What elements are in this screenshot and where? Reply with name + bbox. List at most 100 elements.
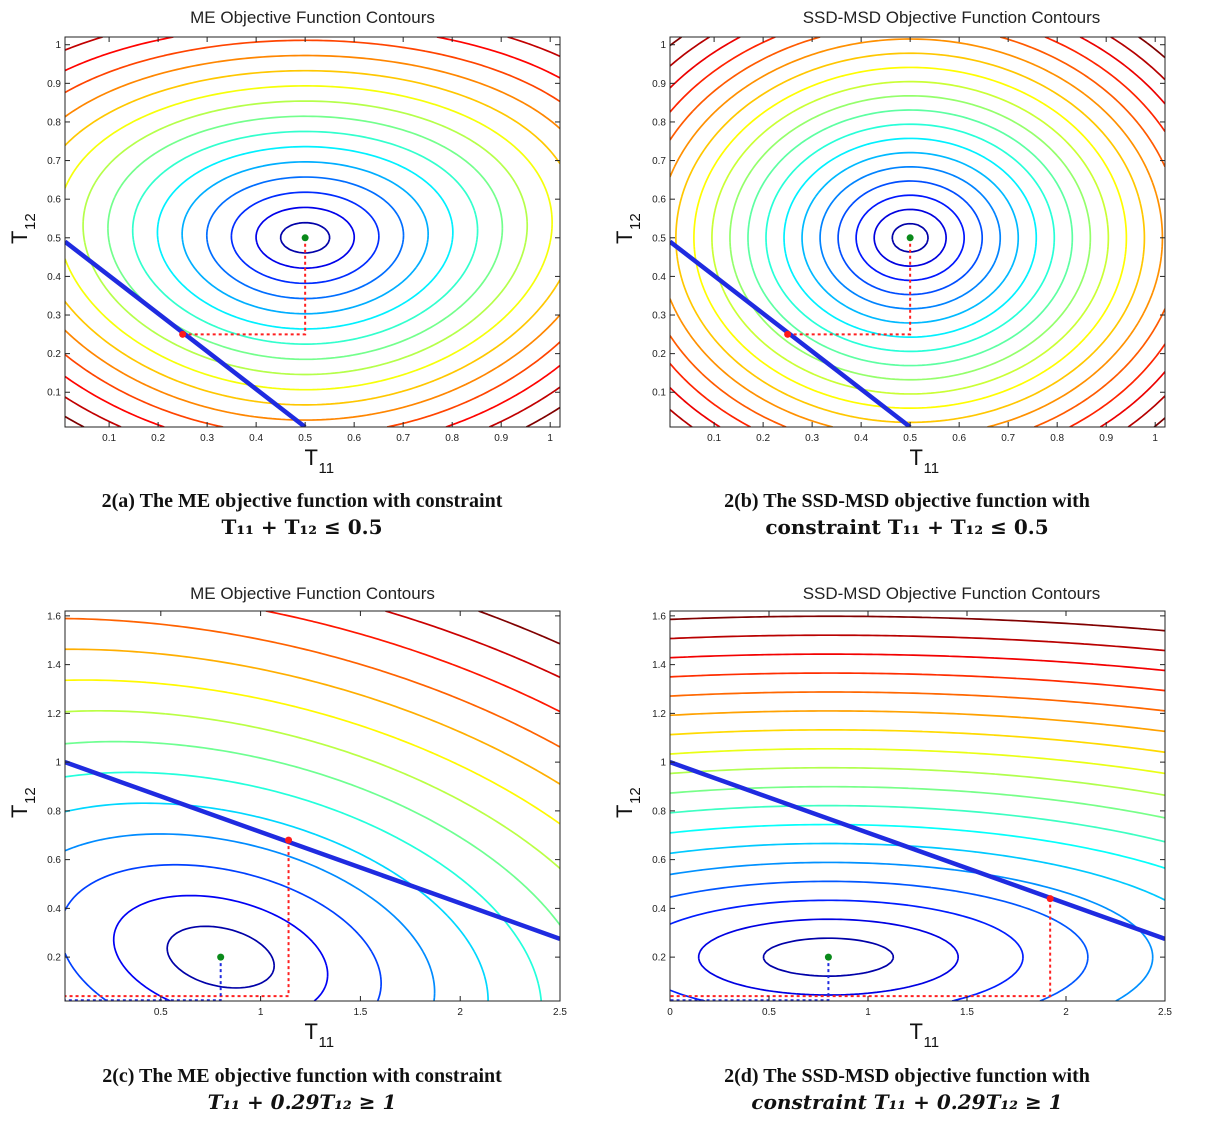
y-tick-label: 0.1 xyxy=(47,388,61,399)
x-tick-label: 0.3 xyxy=(805,433,819,444)
x-tick-label: 2.5 xyxy=(553,1007,567,1018)
y-axis-label: T12 xyxy=(7,213,39,244)
y-axis-label: T12 xyxy=(612,213,644,244)
x-axis-label-sub: 11 xyxy=(924,1034,940,1051)
y-axis-label: T12 xyxy=(7,787,39,818)
y-tick-label: 1.6 xyxy=(652,611,666,622)
y-tick-label: 0.6 xyxy=(47,195,61,206)
caption-math: T₁₁ + T₁₂ ≤ 0.5 xyxy=(0,514,604,540)
caption-math: T₁₁ + 0.29T₁₂ ≥ 1 xyxy=(0,1089,604,1115)
x-tick-label: 0.9 xyxy=(494,433,508,444)
x-tick-label: 1.5 xyxy=(353,1007,367,1018)
y-tick-label: 1.4 xyxy=(652,660,666,671)
x-axis-label: T xyxy=(910,1019,923,1044)
y-tick-label: 1 xyxy=(660,758,666,769)
x-tick-label: 0.8 xyxy=(1050,433,1064,444)
x-axis-label: T xyxy=(305,445,318,470)
y-tick-label: 0.4 xyxy=(652,272,666,283)
x-axis-label-sub: 11 xyxy=(924,460,940,477)
constrained-optimum-point xyxy=(1047,895,1054,902)
y-tick-label: 0.9 xyxy=(47,79,61,90)
y-tick-label: 0.3 xyxy=(652,311,666,322)
x-tick-label: 0.5 xyxy=(762,1007,776,1018)
y-tick-label: 0.8 xyxy=(47,117,61,128)
x-tick-label: 0.6 xyxy=(347,433,361,444)
chart-title: ME Objective Function Contours xyxy=(65,8,560,28)
y-tick-label: 0.1 xyxy=(652,388,666,399)
y-tick-label: 0.4 xyxy=(47,904,61,915)
x-tick-label: 1 xyxy=(547,433,553,444)
y-tick-label: 1 xyxy=(55,758,61,769)
x-axis-label-sub: 11 xyxy=(319,460,335,477)
constrained-optimum-point xyxy=(179,331,186,338)
y-tick-label: 0.5 xyxy=(652,233,666,244)
plot-area xyxy=(670,611,1165,1001)
unconstrained-optimum-point xyxy=(907,234,914,241)
caption-text: 2(b) The SSD-MSD objective function with xyxy=(605,488,1209,514)
constrained-optimum-point xyxy=(285,837,292,844)
y-axis-label-main: T xyxy=(612,231,637,244)
x-tick-label: 0.4 xyxy=(249,433,263,444)
caption-math: constraint T₁₁ + T₁₂ ≤ 0.5 xyxy=(605,514,1209,540)
y-tick-label: 0.6 xyxy=(652,855,666,866)
unconstrained-optimum-point xyxy=(302,234,309,241)
y-tick-label: 1.6 xyxy=(47,611,61,622)
y-tick-label: 0.6 xyxy=(652,195,666,206)
y-tick-label: 0.2 xyxy=(652,953,666,964)
caption-math: constraint T₁₁ + 0.29T₁₂ ≥ 1 xyxy=(605,1089,1209,1115)
x-tick-label: 0.3 xyxy=(200,433,214,444)
x-tick-label: 1 xyxy=(1152,433,1158,444)
x-tick-label: 2 xyxy=(457,1007,463,1018)
x-axis-label: T xyxy=(305,1019,318,1044)
x-tick-label: 0.7 xyxy=(1001,433,1015,444)
x-tick-label: 0.1 xyxy=(707,433,721,444)
unconstrained-optimum-point xyxy=(217,954,224,961)
x-tick-label: 0.2 xyxy=(151,433,165,444)
x-tick-label: 2.5 xyxy=(1158,1007,1172,1018)
x-tick-label: 0.7 xyxy=(396,433,410,444)
y-axis-label-sub: 12 xyxy=(627,213,644,230)
y-axis-label: T12 xyxy=(612,787,644,818)
figure-caption: 2(a) The ME objective function with cons… xyxy=(0,488,604,540)
x-tick-label: 0.5 xyxy=(154,1007,168,1018)
y-tick-label: 0.9 xyxy=(652,79,666,90)
y-axis-label-sub: 12 xyxy=(22,787,39,804)
y-tick-label: 1 xyxy=(660,40,666,51)
y-tick-label: 0.8 xyxy=(652,117,666,128)
y-tick-label: 1 xyxy=(55,40,61,51)
constrained-optimum-point xyxy=(784,331,791,338)
y-tick-label: 0.7 xyxy=(47,156,61,167)
x-tick-label: 0.6 xyxy=(952,433,966,444)
x-tick-label: 0.4 xyxy=(854,433,868,444)
y-tick-label: 0.8 xyxy=(47,806,61,817)
figure-caption: 2(c) The ME objective function with cons… xyxy=(0,1063,604,1115)
y-tick-label: 0.2 xyxy=(47,349,61,360)
chart-title: ME Objective Function Contours xyxy=(65,584,560,604)
x-tick-label: 0.5 xyxy=(903,433,917,444)
y-axis-label-sub: 12 xyxy=(22,213,39,230)
contour-plot-a: 0.1 0.2 0.3 0.4 0.5 0.6 0.7 0.8 0.9 1 0.1 0.2 0.3 0.4… xyxy=(0,30,604,500)
y-tick-label: 1.4 xyxy=(47,660,61,671)
caption-text: 2(d) The SSD-MSD objective function with xyxy=(605,1063,1209,1089)
y-tick-label: 0.4 xyxy=(652,904,666,915)
chart-title: SSD-MSD Objective Function Contours xyxy=(704,8,1199,28)
x-tick-label: 1.5 xyxy=(960,1007,974,1018)
unconstrained-optimum-point xyxy=(825,954,832,961)
x-tick-label: 0.8 xyxy=(445,433,459,444)
y-tick-label: 0.7 xyxy=(652,156,666,167)
x-tick-label: 0.9 xyxy=(1099,433,1113,444)
x-axis-label: T xyxy=(910,445,923,470)
caption-text: 2(a) The ME objective function with cons… xyxy=(0,488,604,514)
x-axis-label-sub: 11 xyxy=(319,1034,335,1051)
x-tick-label: 0.5 xyxy=(298,433,312,444)
y-tick-label: 1.2 xyxy=(47,709,61,720)
y-tick-label: 0.2 xyxy=(47,953,61,964)
plot-area xyxy=(65,37,560,427)
y-axis-label-main: T xyxy=(612,805,637,818)
y-tick-label: 0.4 xyxy=(47,272,61,283)
y-tick-label: 0.3 xyxy=(47,311,61,322)
x-tick-label: 1 xyxy=(258,1007,264,1018)
x-tick-label: 1 xyxy=(865,1007,871,1018)
